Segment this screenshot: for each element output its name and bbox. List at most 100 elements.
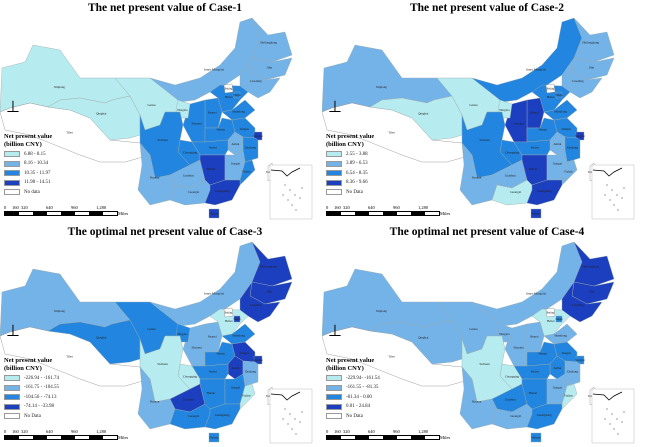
legend-title-line: Net present value xyxy=(326,357,375,364)
inset-coastline xyxy=(592,391,623,401)
province-label-tianjin: Tianjin xyxy=(233,318,241,321)
legend-label: 8.16 - 10.34 xyxy=(24,161,49,167)
province-label-shandong: Shandong xyxy=(232,334,245,338)
province-label-jiangxi: Jiangxi xyxy=(231,162,240,166)
legend-swatch xyxy=(326,413,342,420)
province-label-inner-mongolia: Inner Mongolia xyxy=(204,292,225,296)
province-label-tibet: Tibet xyxy=(66,130,73,134)
inset-island xyxy=(616,418,618,420)
legend-item: 6.54 - 8.35 xyxy=(326,169,436,178)
scale-segment xyxy=(411,212,425,215)
province-label-tibet: Tibet xyxy=(388,130,395,134)
legend-swatch xyxy=(326,179,342,186)
province-label-sichuan: Sichuan xyxy=(157,138,168,142)
province-shanghai xyxy=(575,131,585,141)
legend-item-no-data: No Data xyxy=(326,188,436,197)
scale-segment xyxy=(411,436,425,439)
scale-label: 0 xyxy=(326,429,329,434)
scale-segment xyxy=(397,436,411,439)
province-label-xinjiang: Xinjiang xyxy=(376,85,388,89)
legend-title-line: Net present value xyxy=(4,133,53,140)
province-label-yunnan: Yunnan xyxy=(472,175,482,179)
map-panel-case-3: Xinjiang Tibet Qinghai Gansu Inner Mongolia H… xyxy=(0,224,322,447)
province-label-guangxi: Guangxi xyxy=(188,190,199,194)
province-zhejiang xyxy=(564,360,581,387)
province-label-heilongjiang: Heilongjiang xyxy=(582,41,599,45)
legend-swatch xyxy=(4,413,20,420)
scale-unit: Miles xyxy=(440,211,451,216)
legend-item: 10.35 - 11.97 xyxy=(4,169,114,178)
inset-coastline xyxy=(270,391,301,401)
inset-island xyxy=(282,418,284,420)
legend-label: -81.34 - 0.00 xyxy=(346,394,372,400)
scale-label: 640 xyxy=(368,429,375,434)
legend-swatch xyxy=(4,179,20,186)
province-fujian xyxy=(561,159,578,186)
legend-item: -226.94 - -161.74 xyxy=(4,374,114,383)
province-label-qinghai: Qinghai xyxy=(418,335,428,339)
legend-title: Net present value (billion CNY) xyxy=(326,357,436,373)
inset-island xyxy=(623,187,625,189)
legend-title: Net present value (billion CNY) xyxy=(326,133,436,149)
legend-title-line: Net present value xyxy=(4,357,53,364)
scale-segment xyxy=(103,212,117,215)
province-hainan xyxy=(208,208,220,219)
scale-segment xyxy=(397,212,411,215)
province-label-jiangxi: Jiangxi xyxy=(231,386,240,390)
province-label-hebei: Hebei xyxy=(225,319,233,323)
province-label-liaoning: Liaoning xyxy=(250,303,262,307)
legend-item: -74.14 - -33.98 xyxy=(4,403,114,412)
province-label-tianjin: Tianjin xyxy=(555,318,563,321)
north-arrow-icon: ⊥ xyxy=(328,99,342,116)
inset-island xyxy=(289,189,291,191)
legend-unit: (billion CNY) xyxy=(4,141,42,148)
legend-item-no-data: No Data xyxy=(326,412,436,421)
province-label-hainan: Hainan xyxy=(209,436,219,440)
map-title: The optimal net present value of Case-3 xyxy=(67,226,263,238)
province-label-beijing: Beijing xyxy=(547,312,555,315)
scale-bar: 0 160 320 640 960 1,280 Miles xyxy=(326,429,451,440)
scale-label: 320 xyxy=(343,429,350,434)
province-hainan xyxy=(530,208,542,219)
province-heilongjiang xyxy=(251,241,293,287)
province-label-shaanxi: Shaanxi xyxy=(192,346,202,350)
province-label-henan: Henan xyxy=(539,352,548,356)
map-panel-case-2: Xinjiang Tibet Qinghai Gansu Inner Mongolia H… xyxy=(322,0,644,223)
choropleth-map: Xinjiang Tibet Qinghai Gansu Inner Mongolia H… xyxy=(322,17,635,220)
inset-island xyxy=(294,418,296,420)
province-label-yunnan: Yunnan xyxy=(472,399,482,403)
province-label-jiangxi: Jiangxi xyxy=(553,386,562,390)
legend-label: 6.54 - 8.35 xyxy=(346,170,368,176)
scale-label: 0 xyxy=(326,205,329,210)
legend-label: -74.14 - -33.98 xyxy=(24,404,54,410)
scale-segment xyxy=(75,212,89,215)
legend-swatch xyxy=(326,160,342,167)
south-china-sea-inset xyxy=(591,164,635,220)
legend-label: -229.94- -161.54 xyxy=(346,375,380,381)
scale-segment xyxy=(47,436,61,439)
scale-label: 1,280 xyxy=(418,429,429,434)
province-label-gansu: Gansu xyxy=(147,103,156,107)
choropleth-map: Xinjiang Tibet Qinghai Gansu Inner Mongolia H… xyxy=(0,17,313,220)
south-china-sea-inset xyxy=(591,388,635,444)
province-label-guizhou: Guizhou xyxy=(505,174,516,178)
province-label-jilin: Jilin xyxy=(589,290,595,294)
legend-item: -229.94- -161.54 xyxy=(326,374,436,383)
scale-label: 160 xyxy=(12,205,19,210)
inset-island xyxy=(606,408,608,410)
legend-swatch xyxy=(326,151,342,158)
province-beijing xyxy=(223,307,234,318)
province-label-henan: Henan xyxy=(539,128,548,132)
province-label-qinghai: Qinghai xyxy=(96,111,106,115)
province-label-hebei: Hebei xyxy=(547,95,555,99)
scale-label: 160 xyxy=(334,429,341,434)
legend-label: No Data xyxy=(346,413,363,419)
province-label-yunnan: Yunnan xyxy=(150,175,160,179)
scale-label: 160 xyxy=(334,205,341,210)
province-label-anhui: Anhui xyxy=(231,142,239,146)
province-label-hebei: Hebei xyxy=(225,95,233,99)
province-label-gansu: Gansu xyxy=(147,327,156,331)
province-label-chongqing: Chongqing xyxy=(505,374,520,378)
province-beijing xyxy=(223,83,234,94)
inset-island xyxy=(291,428,293,430)
